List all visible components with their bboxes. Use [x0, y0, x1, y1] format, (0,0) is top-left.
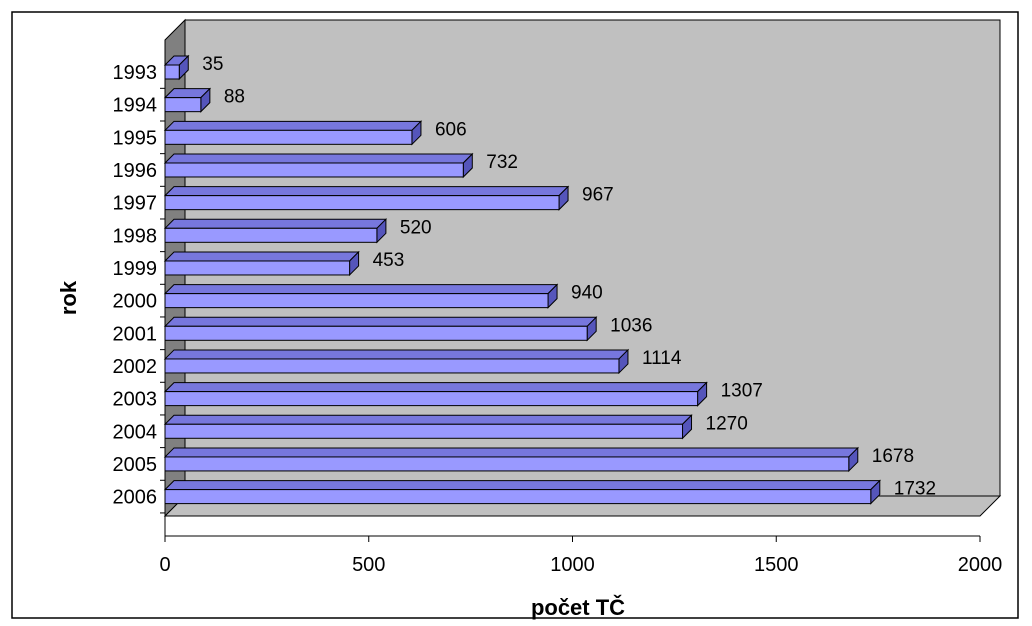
bar	[163, 87, 212, 113]
bar-top	[163, 251, 360, 262]
category-label: 2006	[113, 487, 158, 509]
bar-top	[163, 186, 570, 197]
x-tick-label: 1000	[550, 554, 595, 576]
category-label: 1995	[113, 127, 158, 149]
bar	[163, 218, 388, 244]
data-label: 35	[202, 54, 223, 75]
data-label: 520	[400, 217, 432, 238]
category-labels: 1993 1994 1995 1996 1997 1998 1999 2000 2001 2002…	[113, 62, 165, 514]
bar-top	[163, 480, 881, 491]
x-tick-label: 500	[352, 554, 385, 576]
bar-top	[163, 382, 708, 393]
bar-front	[164, 97, 202, 113]
data-label: 1678	[872, 446, 914, 467]
bar	[163, 316, 598, 342]
bar	[163, 250, 360, 277]
bar-front	[164, 293, 549, 309]
bar-front	[164, 358, 620, 374]
bar-front	[164, 162, 464, 178]
data-label: 1114	[642, 348, 682, 369]
bar-front	[164, 129, 413, 145]
data-label: 940	[571, 283, 603, 304]
category-label: 2002	[113, 356, 158, 378]
category-label: 1997	[113, 193, 158, 215]
data-label: 967	[582, 185, 614, 206]
bar-front	[164, 260, 351, 276]
bar	[163, 446, 859, 473]
bar-top	[163, 349, 630, 360]
bar	[163, 120, 423, 146]
bar-front	[164, 325, 588, 341]
x-tick-labels: 0 500 1000 1500 2000	[159, 536, 1002, 576]
category-label: 2004	[113, 421, 158, 443]
x-tick-label: 2000	[958, 554, 1003, 576]
bar	[163, 414, 693, 440]
data-label: 1307	[721, 381, 763, 402]
bar-top	[163, 414, 693, 425]
data-label: 1270	[706, 413, 748, 434]
data-label: 1036	[610, 315, 652, 336]
bar-front	[164, 64, 180, 80]
category-label: 2003	[113, 389, 158, 411]
category-label: 1999	[113, 258, 158, 280]
bar	[163, 479, 881, 505]
bar-front	[164, 227, 378, 243]
x-tick-label: 1500	[754, 554, 799, 576]
y-axis-title: rok	[56, 280, 81, 315]
category-label: 1996	[113, 160, 158, 182]
bar-top	[163, 120, 423, 131]
bar-front	[164, 423, 684, 439]
data-label: 732	[486, 152, 518, 173]
x-axis-title: počet TČ	[531, 595, 625, 620]
bar	[163, 185, 570, 211]
bar-front	[164, 391, 699, 407]
data-label: 453	[373, 250, 405, 271]
bar	[163, 348, 630, 375]
category-label: 1993	[113, 62, 158, 84]
bar-top	[163, 218, 388, 229]
bar	[163, 381, 708, 407]
data-label: 606	[435, 119, 467, 140]
category-label: 1998	[113, 225, 158, 247]
data-label: 1732	[894, 479, 936, 500]
bar-top	[163, 316, 598, 327]
bars-group	[163, 54, 881, 505]
category-label: 2001	[113, 323, 158, 345]
bar	[163, 283, 559, 309]
bar-front	[164, 456, 850, 472]
data-label: 88	[224, 87, 245, 108]
bar-front	[164, 195, 560, 211]
bar	[163, 54, 190, 81]
bar-top	[163, 447, 859, 458]
category-label: 2005	[113, 454, 158, 476]
x-tick-label: 0	[159, 554, 170, 576]
bar	[163, 152, 474, 179]
category-label: 1994	[113, 95, 158, 117]
bar-front	[164, 489, 872, 505]
chart-border	[11, 11, 1019, 619]
bar-top	[163, 153, 474, 164]
bar-top	[163, 284, 559, 295]
category-label: 2000	[113, 291, 158, 313]
